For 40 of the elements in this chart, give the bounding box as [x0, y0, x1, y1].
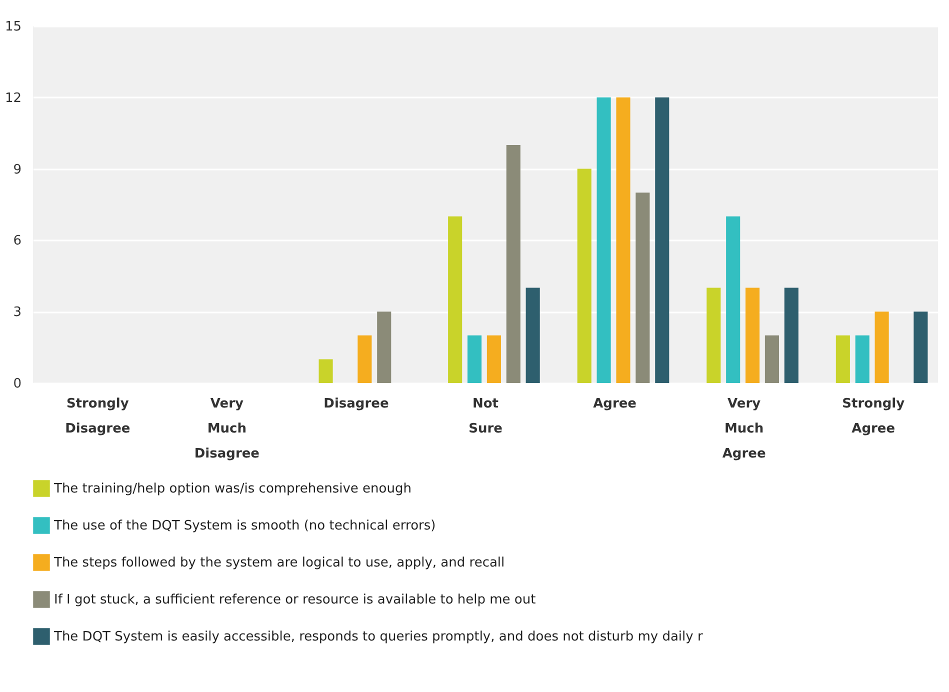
- bar: [467, 335, 482, 383]
- x-tick-label: Strongly Agree: [842, 396, 906, 436]
- y-tick-label: 3: [13, 305, 22, 320]
- bar: [855, 335, 870, 383]
- bar: [764, 335, 779, 383]
- y-tick-label: 12: [4, 90, 22, 106]
- y-tick-label: 6: [13, 234, 22, 249]
- x-tick-label: Very Much Agree: [722, 396, 766, 462]
- bar: [655, 97, 670, 383]
- legend-label: The DQT System is easily accessible, responds to queries promptly, and does not disturb my daily r: [53, 630, 704, 644]
- bar: [616, 97, 630, 383]
- x-tick-label: Agree: [593, 396, 637, 412]
- bar: [636, 192, 650, 383]
- bar: [596, 97, 611, 383]
- y-tick-label: 15: [4, 20, 22, 34]
- legend-label: If I got stuck, a sufficient reference or resource is available to help me out: [54, 592, 536, 608]
- bar: [836, 335, 850, 383]
- bar: [577, 168, 592, 383]
- bar: [706, 288, 721, 383]
- y-tick-label: 9: [13, 162, 22, 178]
- bar: [506, 145, 520, 383]
- x-tick-label: Strongly Disagree: [65, 396, 130, 436]
- bar: [874, 312, 889, 383]
- legend-label: The training/help option was/is comprehensive enough: [53, 482, 412, 496]
- bar: [746, 288, 760, 383]
- bar: [914, 312, 928, 383]
- bar: [318, 359, 333, 383]
- legend-label: The use of the DQT System is smooth (no technical errors): [53, 518, 436, 534]
- bar: [726, 216, 740, 383]
- bar: [486, 335, 501, 383]
- y-tick-label: 0: [13, 376, 22, 392]
- x-tick-label: Disagree: [324, 396, 389, 412]
- x-tick-label: Very Much Disagree: [194, 396, 260, 462]
- bar: [784, 288, 798, 383]
- bar: [448, 216, 462, 383]
- bar: [358, 335, 372, 383]
- bar: [526, 288, 540, 383]
- bar: [377, 312, 392, 383]
- legend-label: The steps followed by the system are logical to use, apply, and recall: [53, 556, 505, 570]
- x-tick-label: Not Sure: [468, 396, 503, 436]
